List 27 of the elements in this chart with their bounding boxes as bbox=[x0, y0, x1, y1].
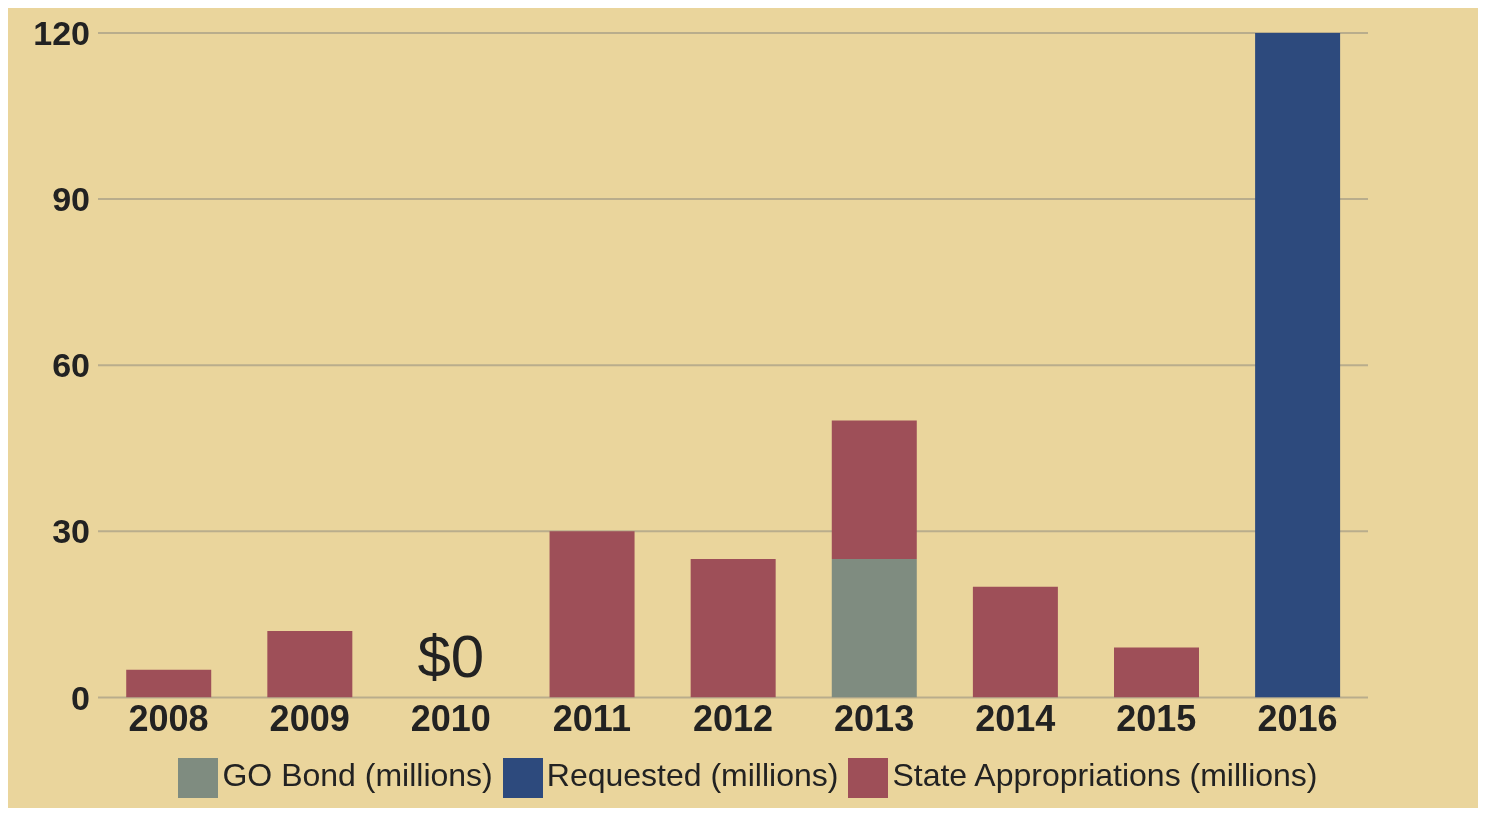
annotation: $0 bbox=[417, 623, 485, 691]
bar bbox=[126, 669, 212, 698]
legend-label: Requested (millions) bbox=[546, 757, 839, 794]
x-tick-label: 2013 bbox=[834, 698, 915, 740]
bar bbox=[549, 531, 635, 698]
bar bbox=[267, 631, 353, 698]
x-tick-label: 2016 bbox=[1257, 698, 1338, 740]
x-tick-label: 2011 bbox=[552, 698, 631, 740]
x-tick-label: 2009 bbox=[269, 698, 350, 740]
x-tick-label: 2015 bbox=[1116, 698, 1197, 740]
y-tick-label: 30 bbox=[52, 512, 90, 551]
x-tick-label: 2012 bbox=[692, 698, 774, 740]
y-tick-label: 120 bbox=[33, 14, 90, 53]
x-tick-label: 2008 bbox=[128, 698, 209, 740]
y-tick-label: 90 bbox=[52, 180, 90, 219]
x-tick-label: 2014 bbox=[975, 698, 1056, 740]
y-tick-label: 60 bbox=[52, 346, 90, 385]
bar bbox=[1255, 33, 1341, 698]
y-tick-label: 0 bbox=[71, 678, 90, 717]
legend-label: State Appropriations (millions) bbox=[892, 757, 1318, 794]
bar bbox=[972, 586, 1058, 698]
legend-label: GO Bond (millions) bbox=[222, 757, 493, 794]
bar bbox=[831, 559, 917, 698]
x-tick-label: 2010 bbox=[410, 698, 491, 740]
bar bbox=[1114, 647, 1199, 698]
bar bbox=[690, 559, 776, 698]
bar bbox=[831, 420, 917, 560]
